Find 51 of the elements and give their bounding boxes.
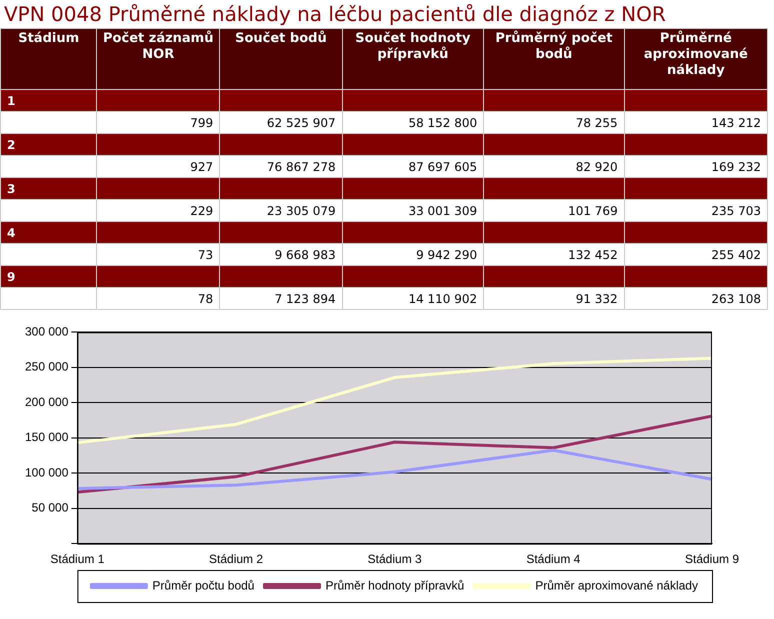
x-tick-label: Průměrné aproximované náklady (624, 28, 768, 90)
x-tick-label: Průměrný počet bodů (484, 28, 624, 90)
y-tick-label: 150 000 (24, 430, 69, 444)
data-label: 9 942 290 (342, 244, 484, 266)
data-label: 33 001 309 (342, 200, 484, 222)
x-tick-label: Stádium 1 (50, 552, 105, 566)
chart-title: VPN 0048 Průměrné náklady na léčbu pacientů dle diagnóz z NOR (4, 2, 667, 26)
data-label: 799 (96, 112, 220, 134)
data-label: 132 452 (484, 244, 624, 266)
y-tick-label: 3 (0, 178, 97, 200)
data-label: 91 332 (484, 288, 624, 310)
y-tick-label: 200 000 (24, 394, 69, 409)
data-label: 263 108 (624, 288, 768, 310)
data-label: 7 123 894 (220, 288, 342, 310)
legend-label: Průměr aproximované náklady (535, 578, 698, 592)
y-tick-label: 1 (0, 90, 97, 112)
data-label: 58 152 800 (342, 112, 484, 134)
y-tick-label: 100 000 (24, 465, 69, 480)
data-label: 82 920 (484, 156, 624, 178)
data-label: 169 232 (624, 156, 768, 178)
y-tick-label: 9 (0, 266, 97, 288)
x-tick-label: Součet bodů (220, 28, 342, 90)
y-tick-label: 300 000 (24, 324, 69, 339)
x-tick-label: Stádium 3 (368, 552, 422, 566)
x-tick-label: Stádium 4 (526, 552, 581, 566)
y-axis-title: Stádium (0, 28, 97, 90)
x-tick-label: Stádium 9 (684, 552, 740, 566)
y-tick-label: 4 (0, 222, 97, 244)
data-label: 87 697 605 (342, 156, 484, 178)
data-label: 78 255 (484, 112, 624, 134)
data-label: 235 703 (624, 200, 768, 222)
legend-label: Průměr počtu bodů (152, 578, 254, 592)
y-tick-label: 2 (0, 134, 97, 156)
data-label: 76 867 278 (220, 156, 342, 178)
data-label: 101 769 (484, 200, 624, 222)
x-tick-label: Stádium 2 (209, 552, 264, 566)
legend-label: Průměr hodnoty přípravků (325, 578, 464, 592)
x-tick-label: Součet hodnoty přípravků (342, 28, 484, 90)
y-tick-label: 50 000 (32, 500, 69, 515)
data-label: 143 212 (624, 112, 768, 134)
data-label: 23 305 079 (220, 200, 342, 222)
data-label: 927 (96, 156, 220, 178)
data-label: 9 668 983 (220, 244, 342, 266)
data-label: 62 525 907 (220, 112, 342, 134)
x-tick-label: Počet záznamů NOR (96, 28, 220, 90)
data-label: 78 (96, 288, 220, 310)
y-tick-label: 250 000 (24, 360, 69, 374)
data-label: 73 (96, 244, 220, 266)
data-label: 255 402 (624, 244, 768, 266)
data-label: 229 (96, 200, 220, 222)
data-label: 14 110 902 (342, 288, 484, 310)
